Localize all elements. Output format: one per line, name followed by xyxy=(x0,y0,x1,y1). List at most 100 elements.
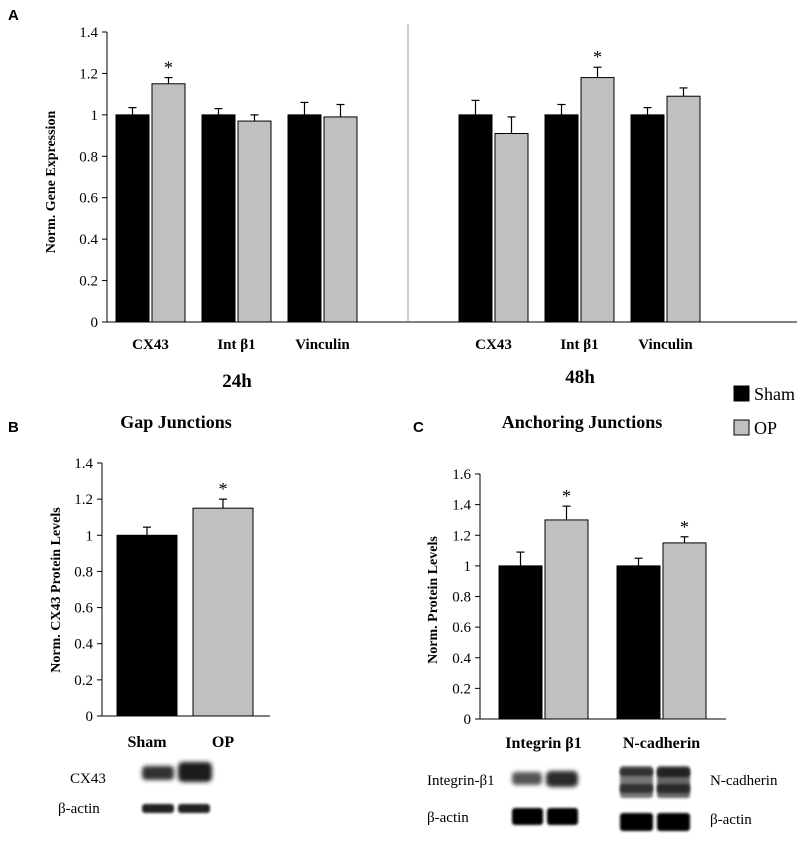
blot-c-ncad-op-band-1 xyxy=(657,768,690,777)
panel-a-bar-24h-op xyxy=(323,116,358,323)
panel-a-ytick-label: 0.6 xyxy=(79,191,98,207)
panel-a-bar-24h-sham xyxy=(115,114,150,323)
panel-a-xtick-label: CX43 xyxy=(475,337,512,353)
panel-b-ytick-label: 1 xyxy=(86,528,94,544)
blot-c-integrin-sham-band xyxy=(512,772,542,785)
blot-c-ncad-sham-band-1 xyxy=(620,768,653,776)
panel-c-bar-1-sham xyxy=(616,565,661,720)
panel-a-bar-24h-sham xyxy=(201,114,236,323)
panel-b-ytick-label: 0.8 xyxy=(74,564,93,580)
panel-b-ytick-label: 0.4 xyxy=(74,637,93,653)
blot-b-label-cx43: CX43 xyxy=(70,771,106,787)
panel-a-bar-48h-op xyxy=(494,133,529,323)
panel-a-xtick-label: Int β1 xyxy=(217,337,255,353)
panel-a-significance: * xyxy=(164,58,173,78)
panel-c-ytick-label: 1.4 xyxy=(452,498,471,514)
blot-c-label-integrin: Integrin-β1 xyxy=(427,773,495,789)
panel-c-ytick-label: 0.4 xyxy=(452,651,471,667)
panel-c-significance: * xyxy=(562,486,571,506)
panel-b-bar-sham xyxy=(116,534,178,717)
panel-a-significance: * xyxy=(593,47,602,67)
blot-c-actin-sham-band xyxy=(512,808,543,825)
panel-c-title: Anchoring Junctions xyxy=(502,412,663,432)
panel-c-ytick-label: 1.2 xyxy=(452,528,471,544)
blot-c-actin-op-band xyxy=(547,808,578,825)
blot-b-actin-sham-band xyxy=(142,804,174,813)
panel-c-chart: Anchoring Junctions Norm. Protein Levels… xyxy=(426,412,778,831)
panel-c-bar-1-op xyxy=(662,542,707,720)
panel-a-ytick-label: 0 xyxy=(91,315,99,331)
panel-b-ytick-label: 1.4 xyxy=(74,456,93,472)
panel-b-title: Gap Junctions xyxy=(120,412,232,432)
panel-label-b: B xyxy=(8,419,19,436)
panel-label-c: C xyxy=(413,419,424,436)
panel-b-ytick-label: 1.2 xyxy=(74,492,93,508)
panel-a-bar-48h-op xyxy=(666,95,701,323)
panel-c-ytick-label: 0.8 xyxy=(452,590,471,606)
blot-b-cx43-sham-band xyxy=(142,766,174,780)
panel-a-group-title-24h: 24h xyxy=(222,371,252,392)
panel-c-ylabel: Norm. Protein Levels xyxy=(426,536,441,664)
panel-a-bar-48h-op xyxy=(580,77,615,323)
panel-a-bar-24h-op xyxy=(237,120,272,323)
panel-b-xtick-label: Sham xyxy=(127,734,167,751)
blot-b-cx43-op-band xyxy=(178,762,212,782)
panel-b-significance: * xyxy=(219,479,228,499)
blot-b-label-actin: β-actin xyxy=(58,801,100,817)
panel-a-xtick-label: CX43 xyxy=(132,337,169,353)
panel-c-xtick-label: Integrin β1 xyxy=(505,735,581,752)
panel-a-xtick-label: Vinculin xyxy=(638,337,693,353)
panel-a-bar-48h-sham xyxy=(544,114,579,323)
blot-c-ncad-op-band-2 xyxy=(657,784,690,793)
legend-swatch-sham xyxy=(733,385,750,402)
blot-c-ncad-actin-sham-band xyxy=(620,813,653,831)
panel-a-ytick-label: 1 xyxy=(91,108,99,124)
blot-b-image xyxy=(142,762,212,813)
panel-a-ytick-label: 1.4 xyxy=(79,25,98,41)
panel-b-ytick-label: 0.2 xyxy=(74,673,93,689)
panel-b-xtick-label: OP xyxy=(212,734,234,751)
panel-a-xtick-label: Vinculin xyxy=(295,337,350,353)
blot-c-image-right xyxy=(620,766,690,831)
panel-a-chart: Norm. Gene Expression 0 0.2 0.4 0.6 0.8 1 1.2 1… xyxy=(44,24,797,392)
panel-a-ylabel: Norm. Gene Expression xyxy=(44,111,59,254)
panel-c-ytick-label: 1.6 xyxy=(452,467,471,483)
blot-c-label-ncadherin: N-cadherin xyxy=(710,773,778,789)
blot-b-actin-op-band xyxy=(178,804,210,813)
blot-c-ncad-sham-band-2 xyxy=(620,784,653,793)
blot-c-ncad-actin-op-band xyxy=(657,813,690,831)
legend-label-sham: Sham xyxy=(754,384,795,404)
panel-b-ytick-label: 0 xyxy=(86,709,94,725)
panel-a-bar-24h-op xyxy=(151,83,186,323)
panel-b-ytick-label: 0.6 xyxy=(74,601,93,617)
blot-c-integrin-op-band xyxy=(546,771,578,787)
panel-b-ylabel: Norm. CX43 Protein Levels xyxy=(49,507,64,673)
panel-c-ytick-label: 0.6 xyxy=(452,620,471,636)
panel-a-bar-48h-sham xyxy=(630,114,665,323)
panel-c-bar-0-sham xyxy=(498,565,543,720)
panel-c-significance: * xyxy=(680,517,689,537)
panel-label-a: A xyxy=(8,7,19,24)
panel-b-chart: Gap Junctions Norm. CX43 Protein Levels … xyxy=(49,412,270,817)
panel-c-ytick-label: 1 xyxy=(464,559,472,575)
panel-c-bar-0-op xyxy=(544,519,589,720)
panel-b-bar-op xyxy=(192,507,254,717)
panel-a-ytick-label: 0.8 xyxy=(79,149,98,165)
panel-c-xtick-label: N-cadherin xyxy=(623,735,700,752)
blot-c-label-actin-right: β-actin xyxy=(710,812,752,828)
legend-label-op: OP xyxy=(754,418,777,438)
blot-c-image-left xyxy=(512,771,578,825)
blot-c-label-actin-left: β-actin xyxy=(427,810,469,826)
panel-c-ytick-label: 0.2 xyxy=(452,681,471,697)
panel-a-ytick-label: 0.2 xyxy=(79,274,98,290)
panel-a-xtick-label: Int β1 xyxy=(560,337,598,353)
panel-c-ytick-label: 0 xyxy=(464,712,472,728)
panel-a-ytick-label: 0.4 xyxy=(79,232,98,248)
legend-swatch-op xyxy=(733,419,750,436)
panel-a-group-title-48h: 48h xyxy=(565,367,595,388)
legend: Sham OP xyxy=(733,384,795,438)
panel-a-bar-48h-sham xyxy=(458,114,493,323)
panel-a-ytick-label: 1.2 xyxy=(79,66,98,82)
panel-a-bar-24h-sham xyxy=(287,114,322,323)
